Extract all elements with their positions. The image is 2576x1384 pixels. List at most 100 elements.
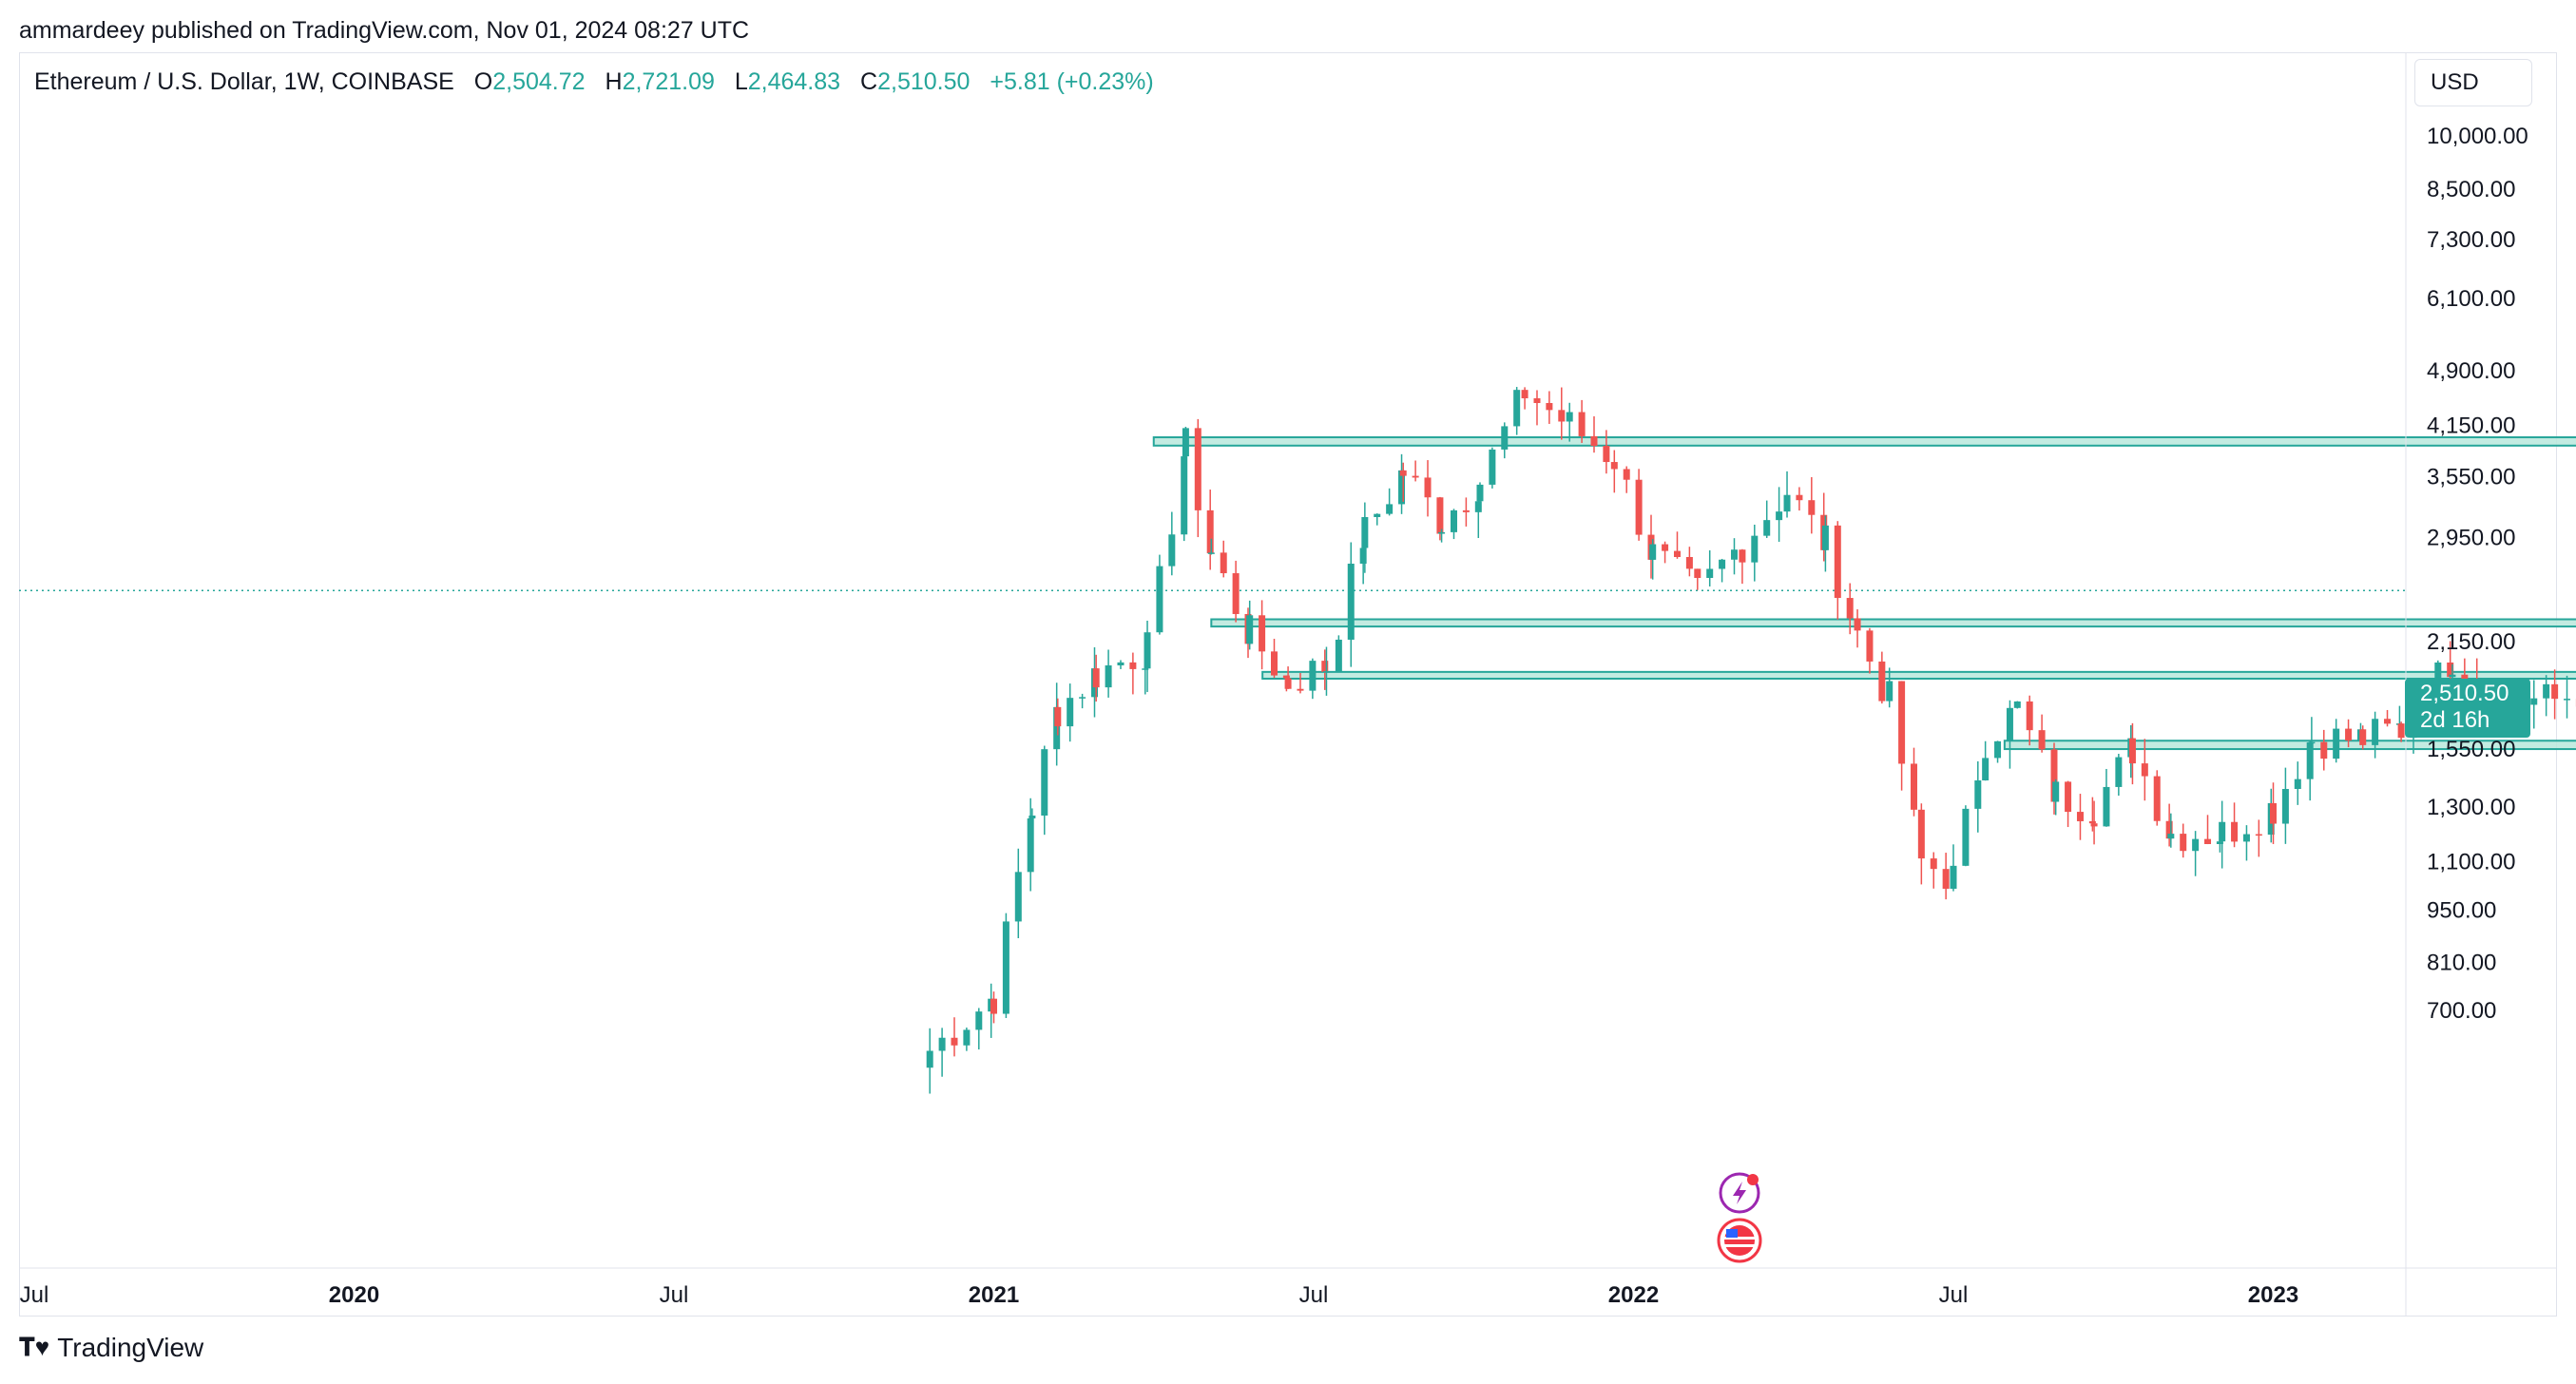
candle (2543, 675, 2550, 717)
brand-name: TradingView (57, 1333, 204, 1362)
candle (1821, 515, 1829, 572)
bar-countdown: 2d 16h (2420, 707, 2490, 733)
candle (1739, 548, 1746, 585)
candle (1662, 541, 1669, 564)
candle (1578, 399, 1586, 443)
candle (1181, 450, 1188, 542)
candle (2165, 803, 2173, 847)
candle (1054, 698, 1062, 736)
candle (1232, 560, 1240, 623)
candle (1854, 609, 1861, 648)
candle (1501, 422, 1509, 459)
y-tick-label: 8,500.00 (2427, 177, 2515, 202)
candle (1546, 391, 1553, 424)
candle (1878, 651, 1886, 704)
candle (1027, 798, 1034, 892)
zone-0 (1152, 436, 2576, 447)
candle (1917, 803, 1925, 885)
high-label: H (605, 68, 623, 95)
candle (1398, 453, 1406, 514)
candle (2384, 709, 2392, 727)
candle (2345, 719, 2353, 748)
candle (1424, 460, 1432, 517)
open-label: O (473, 68, 493, 95)
candle (2013, 701, 2021, 709)
candle (1041, 745, 1048, 836)
y-tick-label: 6,100.00 (2427, 286, 2515, 312)
candle (2204, 815, 2212, 845)
candle (1002, 913, 1009, 1018)
candle (1014, 848, 1022, 939)
tradingview-logo-icon: 𝐓♥ (19, 1333, 50, 1361)
candle (1194, 418, 1201, 538)
y-tick-label: 2,950.00 (2427, 525, 2515, 550)
candle (1808, 477, 1816, 534)
candle (1129, 652, 1137, 695)
candle (1347, 542, 1355, 667)
candle (963, 1028, 971, 1051)
y-axis: 10,000.00 8,500.00 7,300.00 6,100.00 4,900.0… (2427, 124, 2528, 1024)
candle (1182, 426, 1189, 466)
candle (1783, 471, 1791, 518)
candle (2153, 770, 2161, 826)
candle (1220, 540, 1227, 578)
candle (990, 991, 997, 1024)
candle (2050, 742, 2058, 815)
zone-2 (1210, 618, 2576, 628)
candle (1386, 488, 1394, 516)
candle (2103, 768, 2110, 827)
candle (2564, 675, 2571, 719)
x-tick-label: Jul (1939, 1282, 1969, 1308)
candle (2281, 767, 2289, 844)
candle (1476, 482, 1484, 511)
candle (1558, 387, 1566, 440)
brand-footer[interactable]: 𝐓♥ TradingView (19, 1333, 203, 1363)
candle (1092, 654, 1100, 702)
candle (1776, 487, 1783, 542)
candle (2242, 825, 2250, 861)
candle (2270, 782, 2277, 844)
candle (2306, 740, 2314, 801)
candle (2372, 711, 2379, 759)
symbol-name: Ethereum / U.S. Dollar, 1W, COINBASE (34, 68, 454, 95)
candle (1685, 547, 1693, 577)
candle (1105, 649, 1112, 698)
candles-layer (926, 387, 2576, 1094)
candle (1374, 513, 1381, 526)
y-tick-label: 950.00 (2427, 897, 2496, 923)
y-tick-label: 4,900.00 (2427, 358, 2515, 384)
zones-layer (1152, 436, 2576, 751)
candle (2052, 778, 2060, 816)
candle (1982, 740, 1990, 781)
candle (2006, 700, 2013, 769)
candle (1450, 509, 1457, 540)
candle (2065, 780, 2072, 828)
candle (1603, 430, 1610, 474)
candle (1513, 387, 1521, 435)
candle (1706, 549, 1714, 586)
candle (2530, 680, 2538, 729)
candle (1886, 667, 1894, 708)
candle (1168, 511, 1176, 576)
zone-3 (1261, 670, 2576, 680)
y-tick-label: 7,300.00 (2427, 227, 2515, 253)
currency-selector[interactable]: USD (2414, 59, 2532, 106)
candle (2255, 819, 2262, 857)
zone-4 (2003, 740, 2576, 751)
candle (2294, 761, 2301, 805)
candle (2128, 722, 2136, 785)
close-value: 2,510.50 (877, 68, 971, 95)
candle (2167, 813, 2175, 848)
candle (2038, 714, 2046, 753)
y-tick-label: 810.00 (2427, 951, 2496, 976)
candle (2397, 721, 2405, 742)
y-tick-label: 10,000.00 (2427, 124, 2528, 149)
x-tick-label: Jul (20, 1282, 49, 1308)
low-value: 2,464.83 (747, 68, 841, 95)
candle (1361, 502, 1369, 573)
candle (1489, 447, 1496, 489)
candle (1623, 466, 1630, 493)
change-value: +5.81 (+0.23%) (990, 68, 1154, 95)
candle (1399, 462, 1407, 502)
